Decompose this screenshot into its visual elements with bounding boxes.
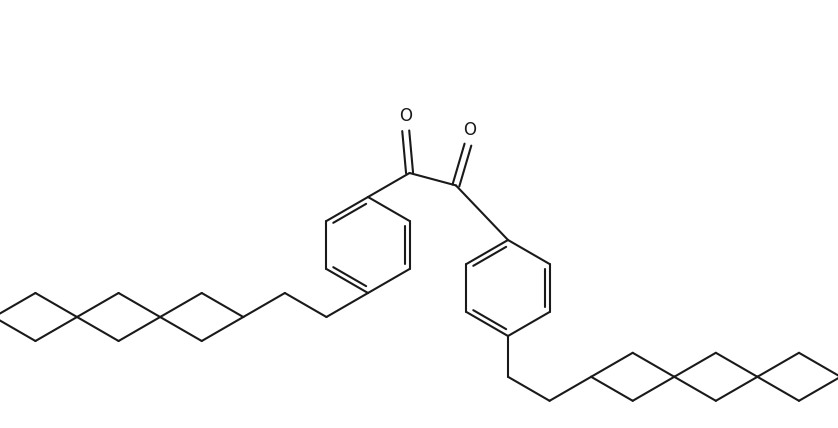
Text: O: O (463, 121, 477, 139)
Text: O: O (399, 107, 412, 125)
